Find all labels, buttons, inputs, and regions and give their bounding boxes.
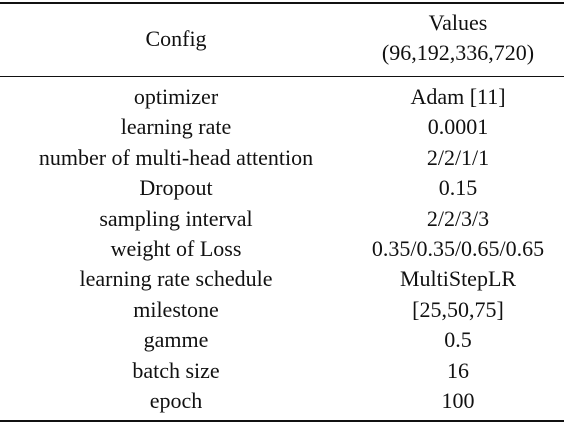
table-row: Dropout 0.15: [0, 173, 564, 203]
header-values: Values: [428, 10, 488, 35]
table-row: learning rate 0.0001: [0, 112, 564, 142]
config-cell: weight of Loss: [110, 235, 242, 261]
config-cell: Dropout: [139, 175, 213, 201]
config-cell: gamme: [143, 327, 209, 353]
config-cell: optimizer: [133, 84, 219, 109]
value-cell: 2/2/1/1: [426, 144, 490, 170]
value-cell: 0.5: [444, 327, 472, 353]
table-row: epoch 100: [0, 386, 564, 416]
header-config: Config: [145, 26, 207, 51]
table-row: learning rate schedule MultiStepLR: [0, 264, 564, 294]
value-cell: 16: [447, 357, 469, 383]
header-rule: [0, 76, 564, 77]
header-values-subtitle: (96,192,336,720): [381, 40, 535, 65]
config-cell: milestone: [133, 296, 219, 322]
table-row: milestone [25,50,75]: [0, 295, 564, 325]
config-cell: learning rate schedule: [79, 266, 273, 292]
table-row: sampling interval 2/2/3/3: [0, 204, 564, 234]
value-cell: 100: [441, 387, 475, 413]
table-row: gamme 0.5: [0, 325, 564, 355]
value-cell: [25,50,75]: [412, 296, 504, 322]
value-cell: Adam [11]: [410, 84, 506, 109]
value-cell: 0.35/0.35/0.65/0.65: [371, 235, 545, 261]
config-cell: number of multi-head attention: [38, 144, 314, 170]
table-row: optimizer Adam [11]: [0, 82, 564, 112]
table-row: batch size 16: [0, 356, 564, 386]
value-cell: 0.15: [438, 175, 478, 201]
config-cell: sampling interval: [99, 205, 253, 231]
bottom-rule: [0, 420, 564, 422]
table-body: optimizer Adam [11] learning rate 0.0001…: [0, 82, 564, 416]
table-row: number of multi-head attention 2/2/1/1: [0, 143, 564, 173]
value-cell: 2/2/3/3: [426, 205, 490, 231]
value-cell: 0.0001: [427, 114, 489, 140]
value-cell: MultiStepLR: [399, 266, 517, 292]
table-row: weight of Loss 0.35/0.35/0.65/0.65: [0, 234, 564, 264]
config-cell: learning rate: [120, 114, 232, 140]
config-cell: epoch: [149, 387, 203, 413]
top-rule: [0, 2, 564, 4]
config-cell: batch size: [132, 357, 220, 383]
